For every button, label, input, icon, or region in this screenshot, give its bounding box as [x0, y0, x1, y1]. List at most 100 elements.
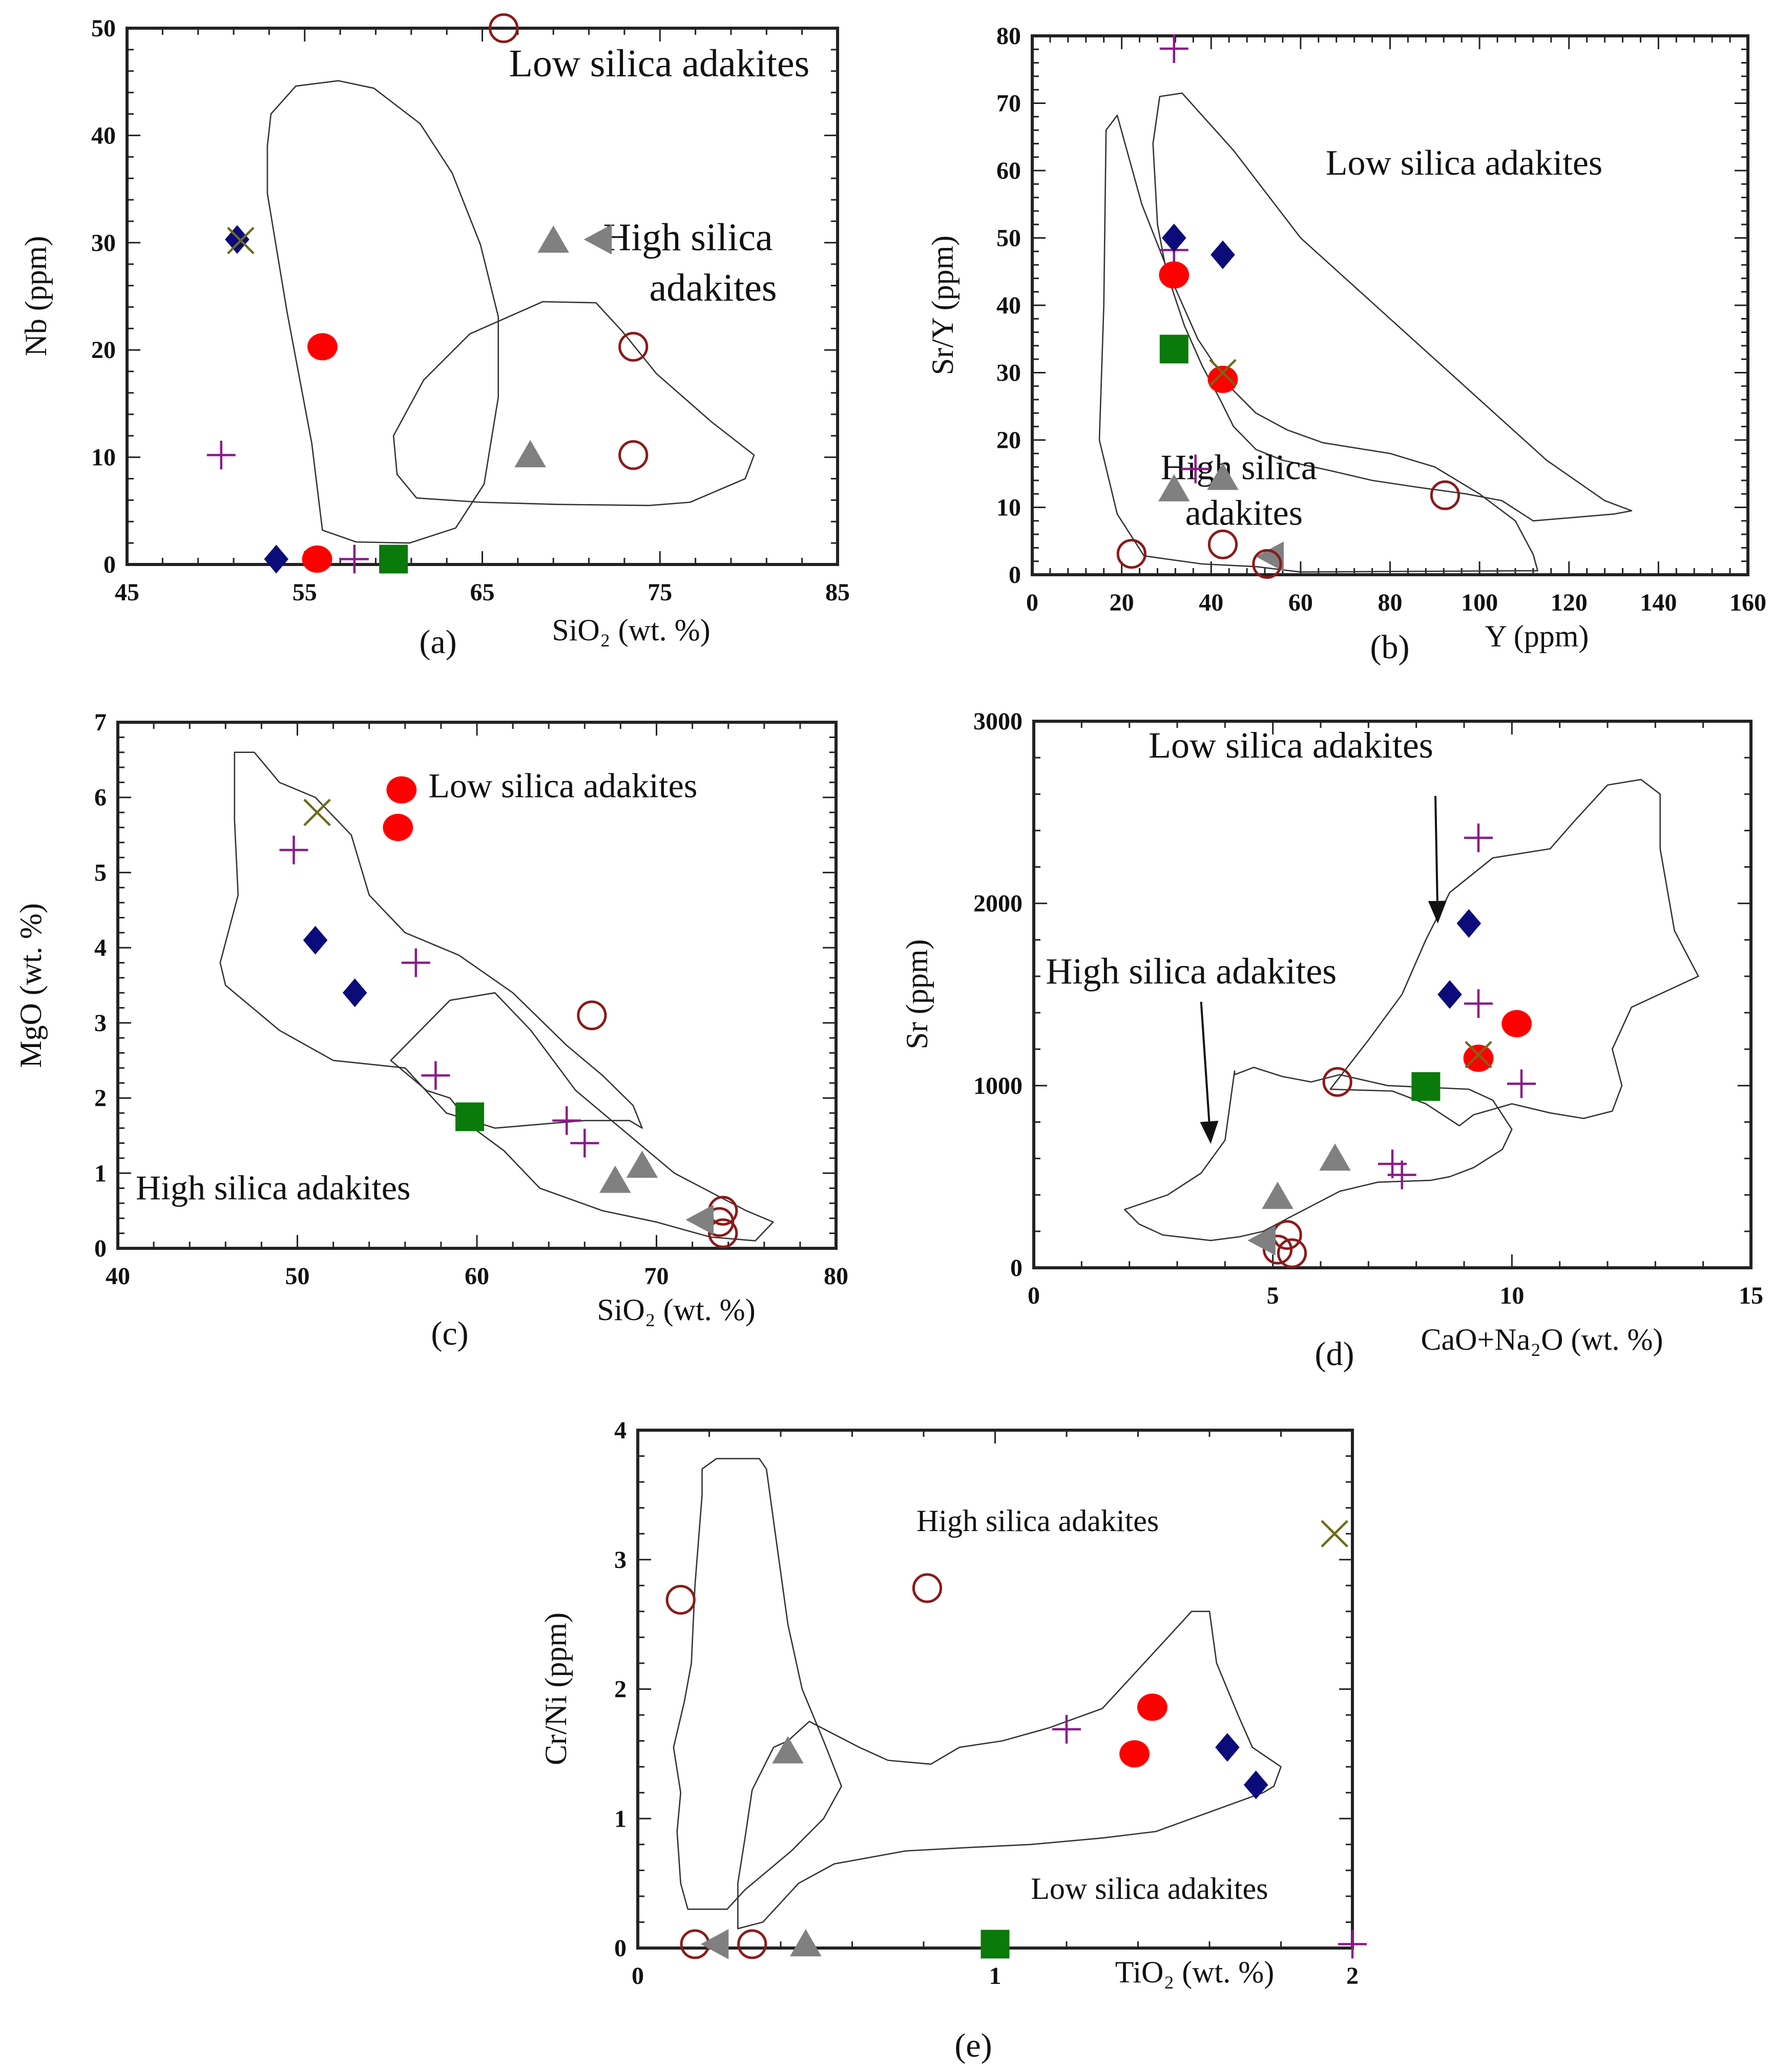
panel-a-point-square	[379, 545, 408, 574]
panel-c-point-filled-circle	[386, 776, 417, 804]
panel-d: 0 5 10 15 0 1000 2000 3000 Low silica adakites Hi…	[900, 708, 1763, 1373]
panel-a-ytick-label: 40	[91, 122, 116, 149]
panel-e-field-label: Low silica adakites	[1031, 1872, 1268, 1906]
panel-b-field-label: adakites	[1185, 494, 1303, 533]
panel-c-ytick-label: 7	[94, 709, 107, 736]
panel-e-xtick-label: 2	[1346, 1962, 1359, 1990]
panel-a-caption: (a)	[419, 623, 456, 661]
panel-e-point-diamond	[1243, 1770, 1268, 1799]
panel-a: 45 55 65 75 85 0 10 20 30 40 50 Low silica adakites…	[19, 13, 850, 661]
panel-e-xtick-label: 0	[632, 1962, 644, 1990]
panel-b-ytick-label: 80	[996, 23, 1021, 50]
panel-a-point-triangle	[514, 440, 546, 468]
panel-d-point-filled-circle	[1463, 1044, 1494, 1072]
panel-d-x-axis-label: CaO+Na₂O (wt. %)	[1421, 1323, 1663, 1356]
panel-b-point-tri-left	[1256, 541, 1284, 572]
panel-c-x-axis-label: SiO₂ (wt. %)	[597, 1293, 755, 1327]
panel-b-ytick-label: 40	[996, 292, 1021, 319]
panel-c-ytick-label: 3	[94, 1010, 107, 1037]
panel-d-point-diamond	[1437, 980, 1462, 1009]
panel-d-frame	[1032, 720, 1753, 1269]
panel-e-point-x-cross	[1321, 1520, 1348, 1547]
panel-b-point-open-circle	[1430, 480, 1460, 510]
panel-c-field-label: High silica adakites	[136, 1168, 410, 1207]
panel-b-point-open-circle	[1116, 539, 1146, 569]
panel-d-field-outline	[1329, 779, 1699, 1126]
panel-d-arrow	[1428, 796, 1447, 924]
panel-c-point-triangle	[599, 1165, 631, 1193]
panel-a-xtick-label: 55	[293, 579, 317, 606]
panel-b-xtick-label: 0	[1026, 589, 1038, 616]
panel-e-ytick-label: 3	[614, 1546, 627, 1574]
panel-e-x-axis-label: TiO₂ (wt. %)	[1115, 1955, 1274, 1989]
panel-b-xtick-label: 40	[1199, 589, 1223, 616]
panel-d-ytick-label: 2000	[973, 890, 1023, 917]
panel-c-ytick-label: 6	[94, 784, 107, 811]
panel-b-point-plus	[1159, 34, 1188, 63]
panel-a-xtick-label: 65	[470, 579, 495, 606]
panel-d-point-filled-circle	[1501, 1010, 1532, 1038]
panel-a-xtick-label: 45	[115, 579, 139, 606]
panel-a-field-outline	[266, 80, 499, 544]
panel-e-field-outline	[737, 1610, 1282, 1930]
panel-a-minor-ticks	[126, 27, 839, 566]
panel-d-point-diamond	[1456, 909, 1482, 938]
panel-e-point-filled-circle	[1137, 1693, 1167, 1721]
panel-c-point-open-circle	[708, 1218, 738, 1248]
panel-c-xtick-label: 80	[824, 1263, 848, 1290]
panel-d-arrow	[1200, 1001, 1219, 1144]
panel-d-xtick-label: 5	[1267, 1282, 1279, 1309]
panel-c-point-triangle	[626, 1150, 658, 1178]
panel-b-xtick-label: 20	[1110, 589, 1134, 616]
panel-b-point-diamond	[1211, 240, 1235, 269]
panel-b-point-filled-circle	[1207, 366, 1238, 393]
panel-b-xtick-label: 160	[1729, 589, 1766, 616]
panel-d-y-axis-label: Sr (ppm)	[900, 939, 934, 1050]
panel-b-ytick-label: 10	[996, 494, 1021, 521]
panel-e-point-plus	[1052, 1714, 1081, 1744]
panel-d-ytick-label: 0	[1010, 1254, 1023, 1282]
panel-e-field-label: High silica adakites	[916, 1504, 1159, 1538]
panel-b-point-plus	[1181, 454, 1210, 484]
panel-b-ytick-label: 70	[996, 90, 1021, 117]
panel-d-field-outline	[1124, 1066, 1513, 1241]
panel-c-xtick-label: 40	[106, 1263, 130, 1290]
panel-a-point-diamond	[264, 545, 289, 574]
panel-d-ytick-label: 3000	[973, 708, 1023, 735]
panel-e-ytick-label: 0	[614, 1935, 627, 1962]
panel-b-y-axis-label: Sr/Y (ppm)	[926, 236, 959, 375]
panel-e-point-filled-circle	[1119, 1740, 1150, 1768]
panel-d-xtick-label: 0	[1028, 1282, 1040, 1309]
panel-c: 40 50 60 70 80 0 1 2 3 4 5 6 7 Low silica adakites Hig…	[14, 709, 848, 1352]
panel-b-ytick-label: 50	[996, 225, 1021, 252]
panel-a-field-label: High silica	[603, 216, 773, 259]
panel-b-xtick-label: 80	[1378, 589, 1403, 616]
panel-e-caption: (e)	[954, 2027, 992, 2064]
panel-b-point-diamond	[1161, 223, 1186, 253]
panel-e-point-open-circle	[665, 1585, 696, 1615]
panel-e-ytick-label: 1	[614, 1805, 627, 1832]
panel-a-ytick-label: 0	[103, 551, 116, 578]
panel-c-point-diamond	[303, 926, 328, 955]
panel-a-xtick-label: 75	[648, 579, 672, 606]
panel-b: 0 20 40 60 80 100 120 140 160 0 10 20 30 40 50 60 70 80 Lo…	[926, 23, 1766, 666]
panel-d-xtick-label: 15	[1739, 1282, 1763, 1309]
panel-a-point-x-cross	[227, 226, 255, 255]
panel-a-x-axis-label: SiO₂ (wt. %)	[552, 613, 710, 647]
panel-b-field-label: High silica	[1161, 448, 1317, 487]
panel-d-point-open-circle	[1277, 1238, 1307, 1268]
panel-c-point-open-circle	[577, 1000, 607, 1031]
panel-d-field-label: High silica adakites	[1046, 951, 1337, 992]
panel-e-point-open-circle	[737, 1929, 767, 1959]
panel-b-x-axis-label: Y (ppm)	[1485, 619, 1589, 653]
panel-d-minor-ticks	[1033, 720, 1752, 1269]
panel-c-field-outline	[219, 751, 643, 1129]
panel-d-point-plus	[1464, 823, 1493, 852]
panel-a-point-filled-circle	[302, 545, 332, 573]
panel-d-point-open-circle	[1322, 1067, 1352, 1097]
panel-b-caption: (b)	[1370, 629, 1410, 666]
panel-e-point-square	[981, 1930, 1010, 1959]
panel-d-point-open-circle	[1262, 1234, 1293, 1265]
panel-a-field-outline	[392, 301, 755, 507]
